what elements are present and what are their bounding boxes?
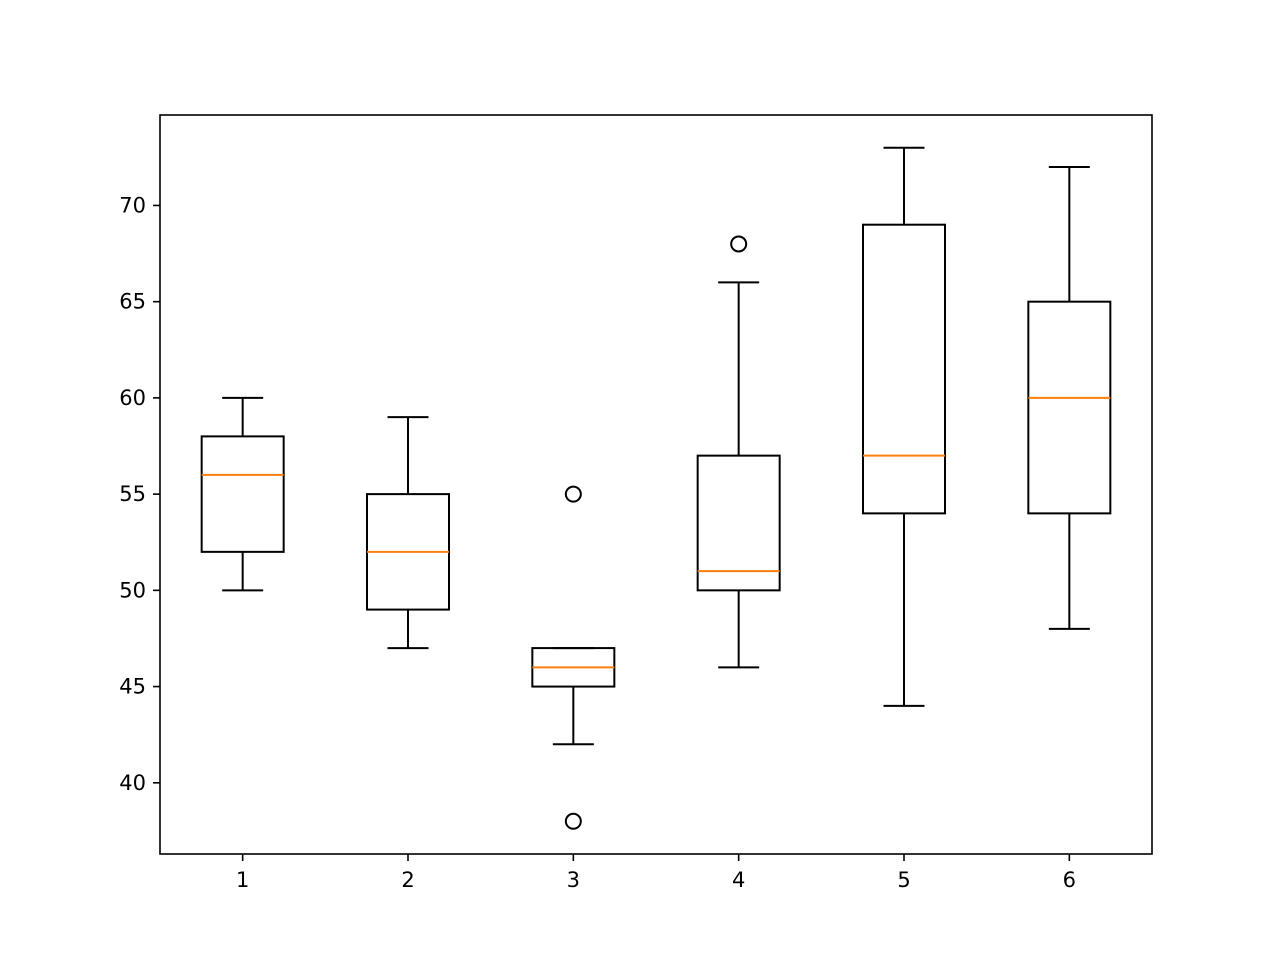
y-tick-label: 70 [119, 193, 146, 217]
box-group-4 [696, 235, 781, 669]
x-tick-label: 4 [732, 868, 745, 892]
x-tick-label: 5 [897, 868, 910, 892]
plot-area [200, 146, 1112, 830]
box-iqr [862, 223, 946, 515]
outlier-point [564, 812, 582, 830]
outlier-point [564, 485, 582, 503]
y-tick-label: 40 [119, 771, 146, 795]
box-iqr [200, 435, 285, 553]
y-tick-label: 65 [119, 290, 146, 314]
y-tick-label: 50 [119, 578, 146, 602]
box-group-3 [531, 485, 616, 830]
outlier-point [730, 235, 748, 253]
y-axis: 40 45 50 55 60 65 70 [119, 193, 160, 795]
box-group-5 [862, 146, 946, 707]
plot-frame [159, 114, 1153, 855]
y-tick-label: 45 [119, 675, 146, 699]
x-tick-label: 6 [1063, 868, 1076, 892]
box-group-6 [1027, 165, 1112, 630]
box-group-2 [366, 416, 450, 650]
y-tick-label: 60 [119, 386, 146, 410]
box-iqr [696, 454, 781, 592]
x-tick-label: 1 [236, 868, 249, 892]
x-tick-label: 2 [401, 868, 414, 892]
box-iqr [1027, 300, 1112, 515]
x-axis: 1 2 3 4 5 6 [236, 854, 1076, 892]
box-group-1 [200, 396, 285, 592]
x-tick-label: 3 [567, 868, 580, 892]
y-tick-label: 55 [119, 482, 146, 506]
